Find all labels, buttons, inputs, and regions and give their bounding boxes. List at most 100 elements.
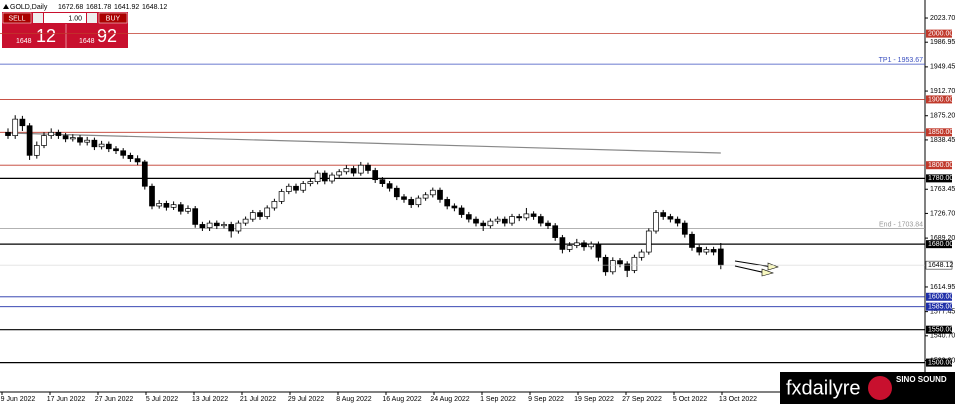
x-tick-label: 19 Sep 2022 <box>574 396 614 403</box>
candle-body <box>458 207 465 215</box>
candle-body <box>321 172 328 182</box>
lot-input[interactable] <box>44 13 86 23</box>
level-label: 1600.00 <box>928 294 953 301</box>
candle-body <box>552 225 559 238</box>
level-label: TP1 - 1953.67 <box>879 57 923 64</box>
ask-big[interactable]: 1648 <box>79 38 95 45</box>
level-box <box>926 240 952 249</box>
candle-body <box>177 204 184 212</box>
lot-up[interactable] <box>87 13 97 23</box>
trade-panel: SELL 1.00 BUY 1648 12 1648 92 <box>2 12 128 48</box>
candle-body <box>516 216 523 219</box>
buy-label[interactable]: BUY <box>106 15 121 22</box>
y-tick-label: 1726.70 <box>930 210 955 217</box>
candle-body <box>120 150 127 156</box>
header-high: 1681.78 <box>86 4 111 11</box>
candle-body <box>156 203 163 207</box>
y-tick-label: 1912.70 <box>930 88 955 95</box>
level-box <box>926 95 952 104</box>
candle-body <box>271 201 278 209</box>
candle-body <box>487 220 494 227</box>
candle-body <box>545 222 551 227</box>
ask-small[interactable]: 92 <box>97 26 117 46</box>
candle-body <box>257 212 263 217</box>
candle-body <box>33 145 40 156</box>
level-label: End - 1703.84 <box>879 221 923 228</box>
level-label: 1500.00 <box>928 359 953 366</box>
candle-body <box>509 216 515 224</box>
candle-body <box>429 189 436 196</box>
candle-body <box>386 183 393 189</box>
candle-body <box>48 131 55 136</box>
y-tick-label: 1577.45 <box>930 308 955 315</box>
candle-body <box>105 143 112 150</box>
candle-body <box>422 194 429 199</box>
sell-label[interactable]: SELL <box>8 15 25 22</box>
candle-body <box>581 242 587 248</box>
candle-body <box>141 161 148 187</box>
bid-small[interactable]: 12 <box>36 26 56 46</box>
candle-body <box>69 137 76 140</box>
header-open: 1672.68 <box>58 4 83 11</box>
current-price-box <box>925 260 953 270</box>
y-tick-label: 1986.95 <box>930 39 955 46</box>
candle-body <box>379 179 386 184</box>
bid-big[interactable]: 1648 <box>16 38 32 45</box>
level-box <box>926 302 952 311</box>
candle-body <box>113 148 119 152</box>
lot-value[interactable]: 1.00 <box>68 15 82 22</box>
candle-body <box>501 218 508 224</box>
candle-body <box>55 131 62 136</box>
level-box <box>926 358 952 367</box>
candle-body <box>149 185 155 207</box>
lot-down[interactable] <box>33 13 43 23</box>
y-tick-label: 1763.45 <box>930 186 955 193</box>
candle-body <box>206 222 213 229</box>
level-box <box>926 174 952 183</box>
candle-body <box>62 135 69 140</box>
symbol: GOLD,Daily <box>10 4 48 11</box>
candle-body <box>631 256 638 271</box>
candle-body <box>573 242 580 246</box>
buy-button[interactable] <box>98 12 128 24</box>
candle-body <box>595 243 602 258</box>
candle-body <box>437 189 443 200</box>
x-tick-label: 24 Aug 2022 <box>430 396 469 403</box>
candle-body <box>41 135 47 146</box>
x-tick-label: 27 Sep 2022 <box>622 396 662 403</box>
watermark-logo <box>868 376 892 400</box>
candle-body <box>451 205 458 209</box>
candle-body <box>199 224 206 229</box>
candle-body <box>134 158 141 163</box>
level-box <box>926 325 952 334</box>
candle-body <box>559 237 566 250</box>
candle-body <box>660 212 667 217</box>
candle-body <box>609 260 616 273</box>
collapse-icon[interactable] <box>3 4 9 9</box>
candle-body <box>278 191 285 202</box>
y-tick-label: 2023.70 <box>930 15 955 22</box>
level-label: 1550.00 <box>928 327 953 334</box>
x-tick-label: 5 Oct 2022 <box>673 396 707 403</box>
candle-body <box>401 196 407 200</box>
candle-body <box>185 208 191 212</box>
candle-body <box>703 249 710 253</box>
candle-body <box>393 187 400 198</box>
candle-body <box>249 212 256 220</box>
candle-body <box>5 131 11 136</box>
candle-body <box>19 118 26 127</box>
candle-body <box>285 185 292 192</box>
candle-body <box>674 218 681 224</box>
candle-body <box>717 248 724 266</box>
sell-button[interactable] <box>2 12 32 24</box>
candle-body <box>77 137 83 143</box>
x-tick-label: 21 Jul 2022 <box>240 396 276 403</box>
candle-body <box>264 207 271 217</box>
candle-body <box>444 199 451 207</box>
level-box <box>926 161 952 170</box>
x-tick-label: 27 Jun 2022 <box>95 396 134 403</box>
x-tick-label: 29 Jul 2022 <box>288 396 324 403</box>
candle-body <box>357 164 364 174</box>
candle-body <box>523 213 530 219</box>
